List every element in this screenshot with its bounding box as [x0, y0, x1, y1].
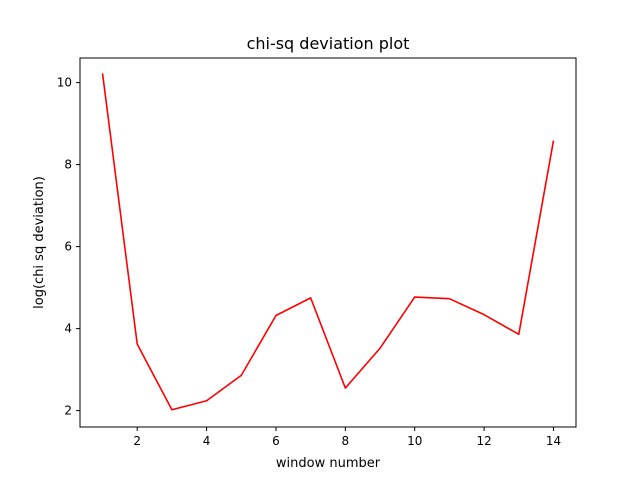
x-tick-label: 14: [546, 434, 561, 448]
data-point: [240, 374, 242, 376]
data-point: [448, 298, 450, 300]
y-tick-label: 8: [64, 158, 72, 172]
chart-title: chi-sq deviation plot: [247, 34, 410, 53]
y-axis-label: log(chi sq deviation): [32, 176, 47, 309]
y-tick-label: 6: [64, 240, 72, 254]
x-tick-label: 8: [342, 434, 350, 448]
y-tick-label: 4: [64, 322, 72, 336]
x-tick-label: 10: [407, 434, 422, 448]
y-axis: 2 4 6 8 10: [57, 76, 80, 418]
data-point: [136, 343, 138, 345]
x-tick-label: 6: [272, 434, 280, 448]
x-axis: 2 4 6 8 10 12 14: [133, 427, 561, 448]
x-tick-label: 2: [133, 434, 141, 448]
plot-frame: [79, 57, 577, 428]
x-axis-label: window number: [276, 456, 381, 471]
data-point: [344, 387, 346, 389]
x-tick-label: 12: [476, 434, 491, 448]
x-tick-label: 4: [203, 434, 211, 448]
data-point: [518, 333, 520, 335]
data-point: [414, 296, 416, 298]
data-point: [102, 73, 104, 75]
y-tick-label: 10: [57, 76, 72, 90]
data-point: [275, 314, 277, 316]
data-point: [379, 347, 381, 349]
plot-area: [101, 73, 555, 411]
data-point: [483, 314, 485, 316]
data-point: [206, 400, 208, 402]
data-point: [171, 409, 173, 411]
series-line: [101, 73, 555, 411]
data-point: [552, 140, 554, 142]
data-point: [310, 297, 312, 299]
y-tick-label: 2: [64, 404, 72, 418]
